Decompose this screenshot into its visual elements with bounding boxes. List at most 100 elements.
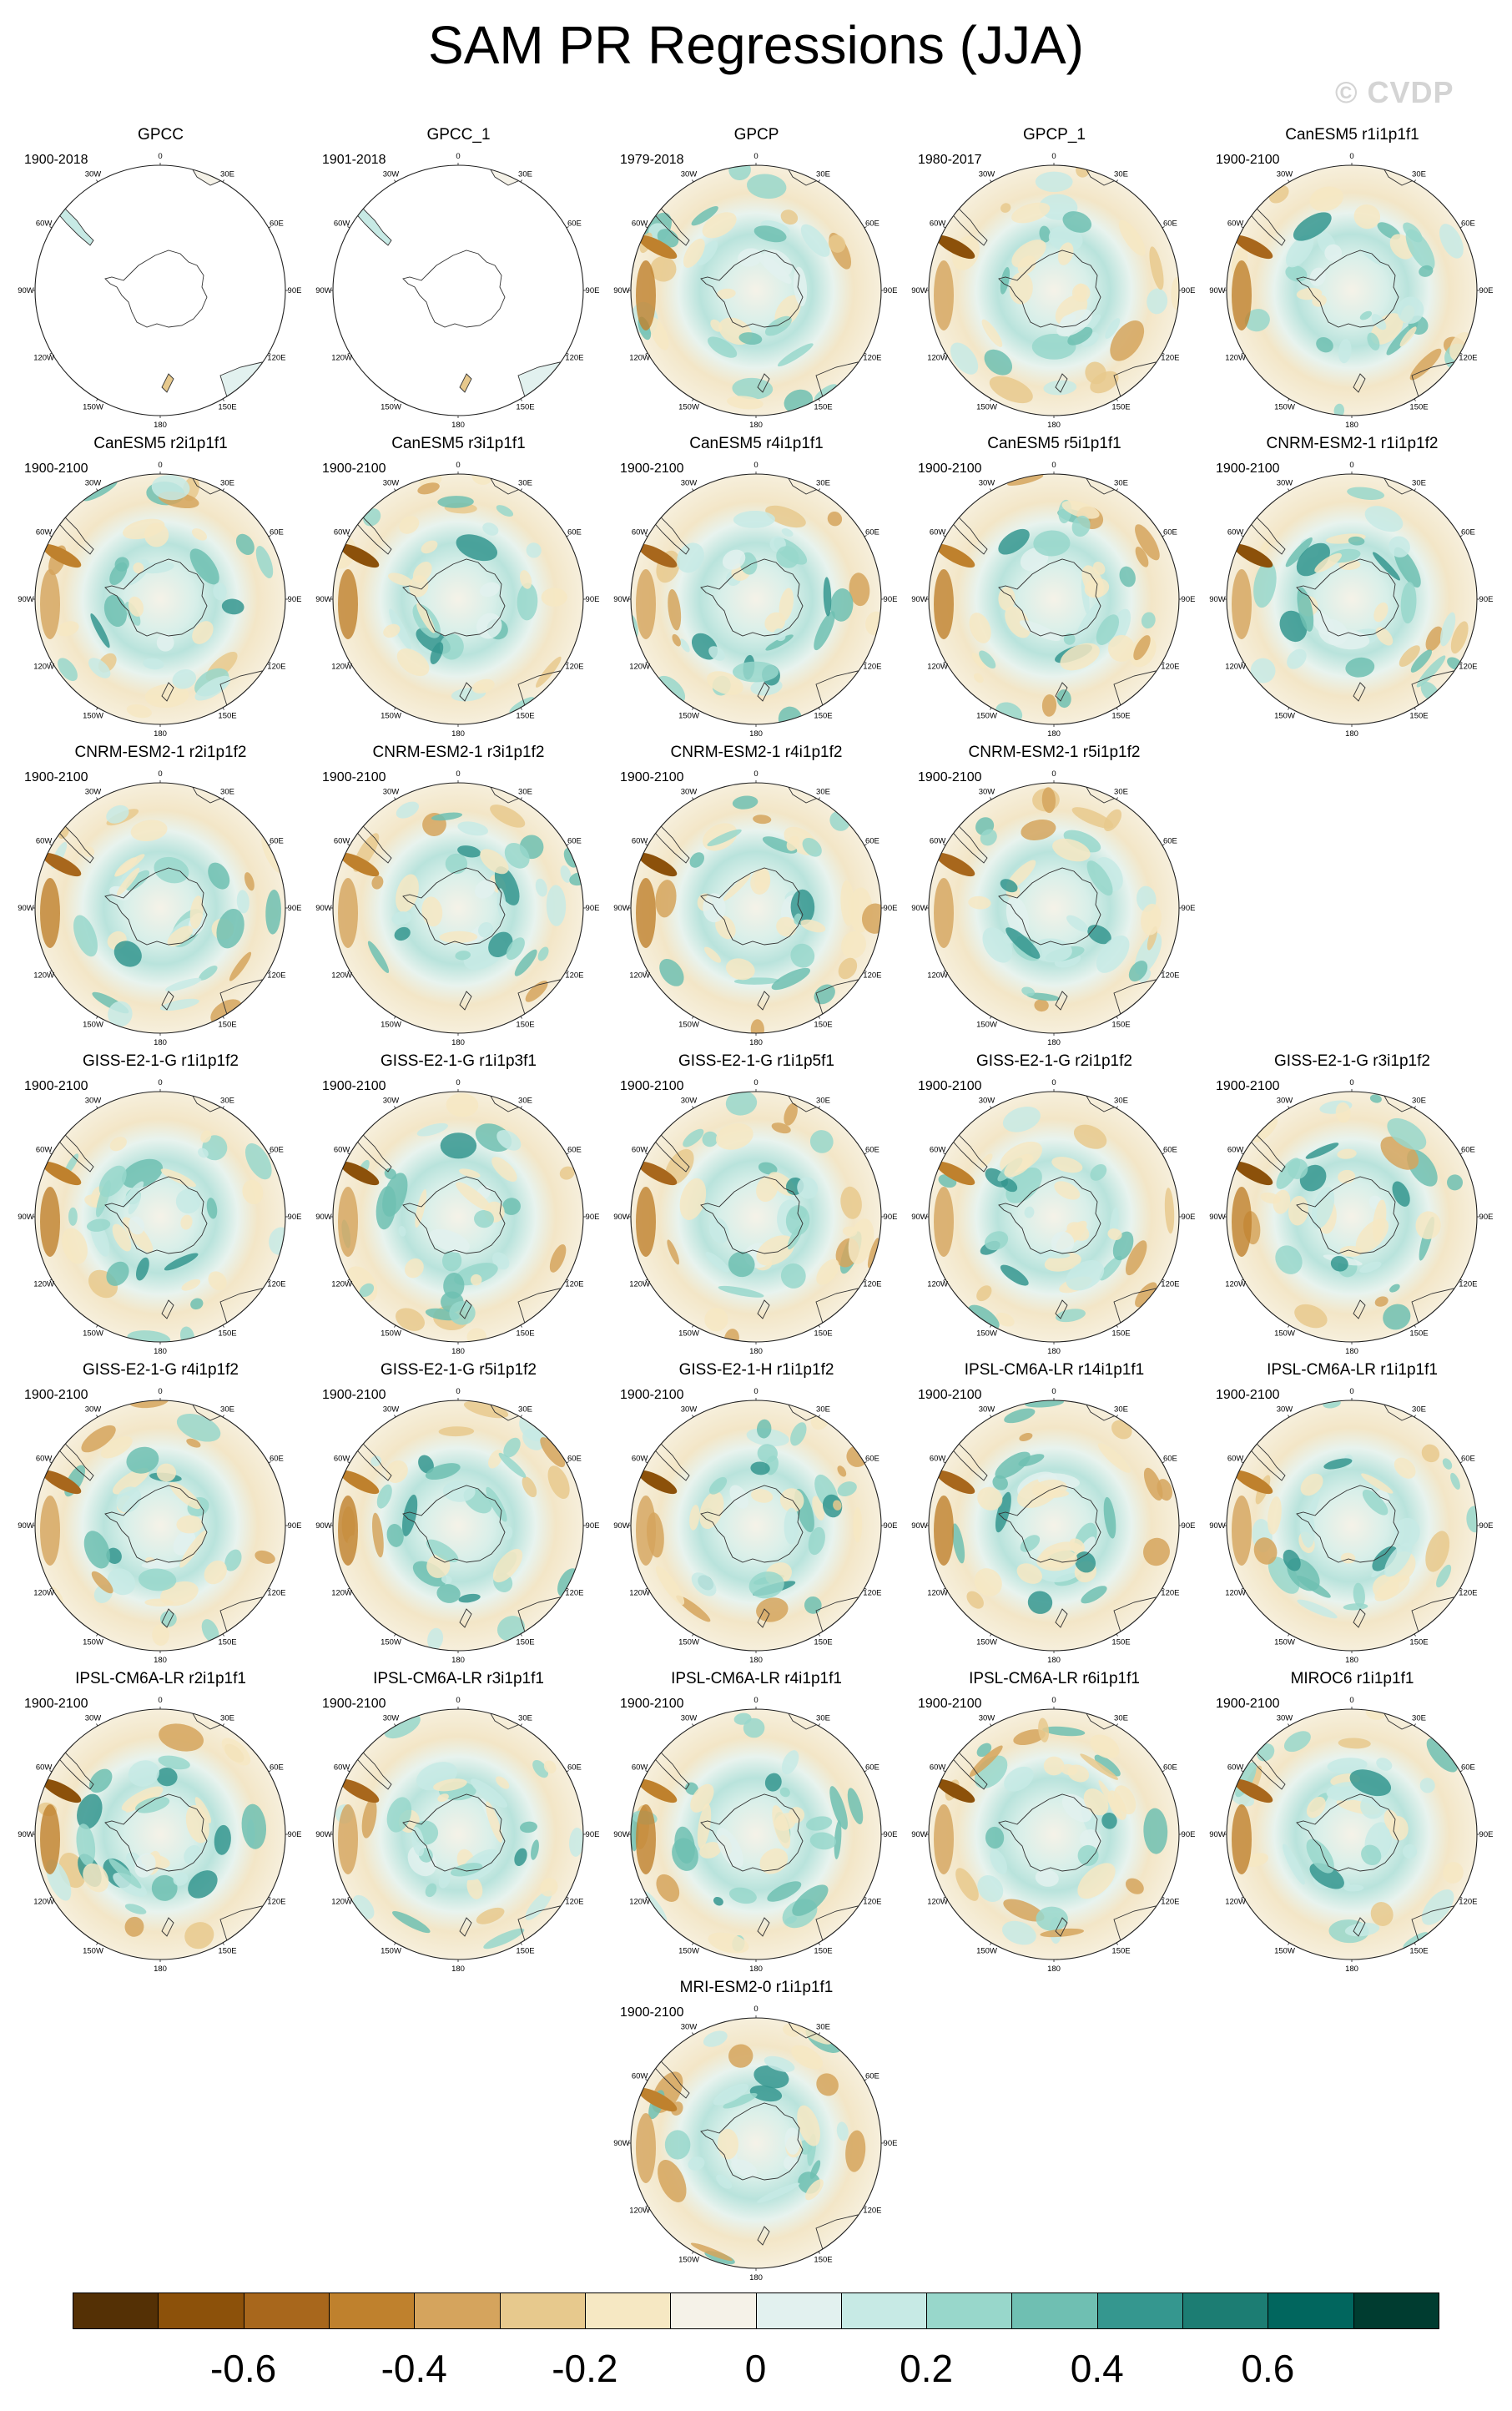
longitude-label: 30E: [1412, 170, 1426, 179]
map-panel: GISS-E2-1-H r1i1p1f2 1900-2100 0 30E 60E 90E 1…: [608, 1360, 905, 1667]
longitude-label: 60W: [36, 528, 53, 537]
longitude-label: 60W: [930, 528, 946, 537]
longitude-label: 60W: [632, 1455, 648, 1464]
polar-map: 0 30E 60E 90E 120E 150E 180 150W 120W 90W 60W 30W: [613, 461, 897, 739]
colorbar-swatch: [1182, 2292, 1269, 2329]
longitude-label: 30E: [1114, 479, 1128, 488]
map-panel: CanESM5 r4i1p1f1 1900-2100 0 30E 60E 90E 120E 1…: [608, 434, 905, 741]
longitude-label: 150W: [381, 711, 401, 720]
regression-field: [333, 165, 583, 416]
longitude-label: 150E: [218, 1329, 236, 1338]
map-panel: GPCP 1979-2018 0 30E 60E 90E 120E 150E 180 150W 12…: [608, 125, 905, 432]
map-panel: CanESM5 r2i1p1f1 1900-2100 0 30E 60E 90E 120E 1…: [13, 434, 309, 741]
longitude-label: 30W: [681, 1097, 698, 1106]
regression-field: [35, 1709, 285, 1960]
polar-map: 0 30E 60E 90E 120E 150E 180 150W 120W 90W 60W 30W: [315, 461, 599, 739]
longitude-label: 0: [158, 152, 162, 161]
longitude-label: 180: [451, 1656, 465, 1665]
longitude-label: 120E: [1459, 1898, 1477, 1907]
longitude-label: 150E: [218, 1020, 236, 1029]
longitude-label: 60W: [1227, 1146, 1244, 1155]
regression-field: [1227, 1709, 1477, 1960]
longitude-label: 90W: [18, 1830, 34, 1839]
panel-title: MIROC6 r1i1p1f1: [1290, 1670, 1414, 1687]
regression-field: [929, 474, 1179, 724]
colorbar-swatch: [1353, 2292, 1439, 2329]
longitude-label: 120W: [927, 354, 948, 363]
longitude-label: 0: [456, 769, 460, 779]
longitude-label: 30W: [383, 170, 400, 179]
regression-field: [333, 1400, 583, 1651]
longitude-label: 90E: [1182, 1521, 1196, 1531]
longitude-label: 30E: [1114, 1405, 1128, 1415]
regression-field: [35, 165, 285, 416]
longitude-label: 120W: [629, 354, 650, 363]
longitude-label: 90E: [1479, 1830, 1494, 1839]
longitude-label: 150E: [814, 2255, 832, 2264]
longitude-label: 60W: [632, 528, 648, 537]
longitude-label: 150E: [814, 402, 832, 411]
longitude-label: 180: [749, 421, 763, 430]
longitude-label: 120E: [267, 1589, 285, 1598]
longitude-label: 90W: [613, 286, 630, 295]
longitude-label: 90E: [288, 904, 302, 913]
longitude-label: 120W: [33, 1280, 54, 1289]
longitude-label: 30E: [518, 1097, 532, 1106]
longitude-label: 0: [456, 152, 460, 161]
longitude-label: 120E: [565, 971, 583, 981]
longitude-label: 120E: [1459, 1280, 1477, 1289]
panel-title: IPSL-CM6A-LR r3i1p1f1: [373, 1670, 544, 1687]
longitude-label: 30W: [383, 1097, 400, 1106]
longitude-label: 60E: [1163, 1455, 1177, 1464]
longitude-label: 30E: [816, 479, 830, 488]
longitude-label: 90W: [1209, 286, 1226, 295]
longitude-label: 60E: [1163, 528, 1177, 537]
panel-title: GISS-E2-1-G r3i1p1f2: [1274, 1052, 1430, 1070]
longitude-label: 150E: [1111, 1329, 1130, 1338]
polar-map: 0 30E 60E 90E 120E 150E 180 150W 120W 90W 60W 30W: [911, 1387, 1196, 1665]
longitude-label: 60W: [930, 1763, 946, 1773]
longitude-label: 120E: [1161, 663, 1179, 672]
longitude-label: 150E: [1111, 1946, 1130, 1955]
longitude-label: 150W: [976, 1946, 997, 1955]
longitude-label: 150W: [381, 1329, 401, 1338]
panel-period: 1900-2100: [24, 462, 88, 476]
map-panel: GISS-E2-1-G r1i1p1f2 1900-2100 0 30E 60E 90E 1…: [13, 1052, 309, 1359]
longitude-label: 150W: [678, 402, 699, 411]
longitude-label: 30E: [816, 1714, 830, 1723]
panel-period: 1900-2100: [918, 462, 982, 476]
longitude-label: 120W: [331, 1589, 352, 1598]
longitude-label: 120W: [629, 1589, 650, 1598]
longitude-label: 60E: [567, 1763, 582, 1773]
regression-field: [1227, 1400, 1477, 1651]
longitude-label: 120E: [267, 354, 285, 363]
panel-period: 1900-2100: [322, 462, 386, 476]
panel-period: 1900-2100: [322, 1079, 386, 1093]
longitude-label: 180: [154, 421, 167, 430]
longitude-label: 0: [753, 2005, 758, 2014]
longitude-label: 90E: [884, 2139, 898, 2148]
longitude-label: 180: [749, 1656, 763, 1665]
map-panel: IPSL-CM6A-LR r3i1p1f1 1900-2100 0 30E 60E 90E…: [310, 1669, 607, 1976]
regression-field: [35, 783, 285, 1033]
longitude-label: 0: [158, 769, 162, 779]
longitude-label: 30W: [979, 1097, 995, 1106]
map-panel: MRI-ESM2-0 r1i1p1f1 1900-2100 0 30E 60E 90E 12…: [608, 1978, 905, 2285]
longitude-label: 150E: [1409, 402, 1428, 411]
regression-field: [35, 474, 285, 724]
longitude-label: 120W: [33, 1898, 54, 1907]
longitude-label: 60W: [1227, 219, 1244, 229]
longitude-label: 90W: [911, 595, 928, 604]
panel-title: GISS-E2-1-H r1i1p1f2: [678, 1361, 834, 1379]
longitude-label: 120E: [565, 663, 583, 672]
polar-map: 0 30E 60E 90E 120E 150E 180 150W 120W 90W 60W 30W: [1209, 1078, 1493, 1356]
longitude-label: 0: [1349, 1387, 1353, 1396]
longitude-label: 120W: [927, 971, 948, 981]
longitude-label: 30W: [979, 1714, 995, 1723]
longitude-label: 90E: [884, 904, 898, 913]
longitude-label: 30E: [220, 170, 234, 179]
longitude-label: 120W: [33, 1589, 54, 1598]
longitude-label: 30E: [220, 1405, 234, 1415]
map-panel: IPSL-CM6A-LR r1i1p1f1 1900-2100 0 30E 60E 90E…: [1204, 1360, 1500, 1667]
longitude-label: 150W: [381, 1020, 401, 1029]
